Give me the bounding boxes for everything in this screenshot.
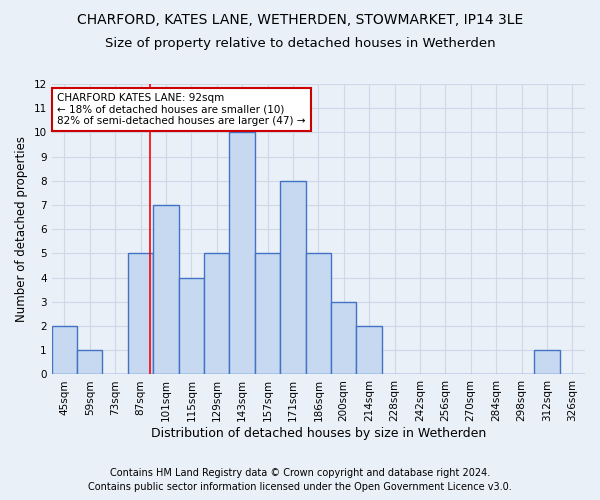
Bar — [179, 278, 204, 374]
Text: Contains public sector information licensed under the Open Government Licence v3: Contains public sector information licen… — [88, 482, 512, 492]
Text: CHARFORD KATES LANE: 92sqm
← 18% of detached houses are smaller (10)
82% of semi: CHARFORD KATES LANE: 92sqm ← 18% of deta… — [57, 92, 305, 126]
Bar — [229, 132, 255, 374]
Bar — [128, 254, 153, 374]
X-axis label: Distribution of detached houses by size in Wetherden: Distribution of detached houses by size … — [151, 427, 486, 440]
Text: Contains HM Land Registry data © Crown copyright and database right 2024.: Contains HM Land Registry data © Crown c… — [110, 468, 490, 477]
Bar — [534, 350, 560, 374]
Bar — [77, 350, 103, 374]
Text: CHARFORD, KATES LANE, WETHERDEN, STOWMARKET, IP14 3LE: CHARFORD, KATES LANE, WETHERDEN, STOWMAR… — [77, 12, 523, 26]
Bar — [280, 181, 305, 374]
Bar — [255, 254, 280, 374]
Bar — [331, 302, 356, 374]
Y-axis label: Number of detached properties: Number of detached properties — [15, 136, 28, 322]
Bar — [52, 326, 77, 374]
Bar — [153, 205, 179, 374]
Bar — [356, 326, 382, 374]
Text: Size of property relative to detached houses in Wetherden: Size of property relative to detached ho… — [104, 38, 496, 51]
Bar — [305, 254, 331, 374]
Bar — [204, 254, 229, 374]
